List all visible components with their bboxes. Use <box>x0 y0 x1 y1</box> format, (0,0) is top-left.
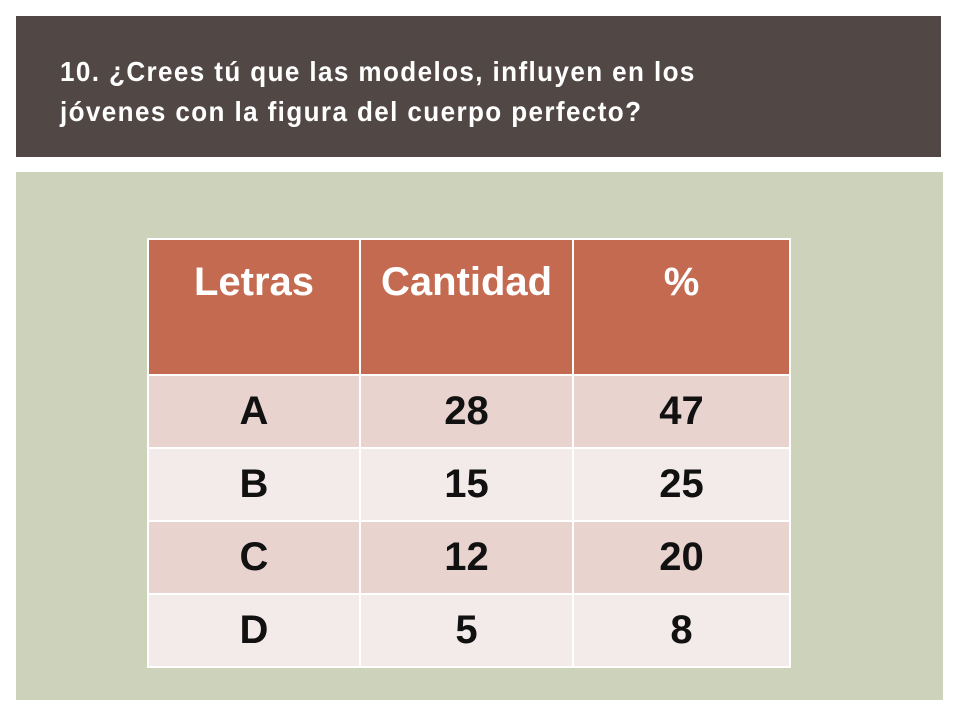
header-cantidad: Cantidad <box>359 238 574 376</box>
header-letras: Letras <box>147 238 361 376</box>
cell-cantidad: 15 <box>359 447 574 522</box>
table-row: A 28 47 <box>147 374 791 449</box>
header-percent: % <box>572 238 791 376</box>
table-row: C 12 20 <box>147 520 791 595</box>
cell-percent: 25 <box>572 447 791 522</box>
data-table: Letras Cantidad % A 28 47 B 15 25 C 12 2… <box>147 238 791 668</box>
cell-cantidad: 28 <box>359 374 574 449</box>
cell-letra: D <box>147 593 361 668</box>
table-row: B 15 25 <box>147 447 791 522</box>
table-row: D 5 8 <box>147 593 791 668</box>
cell-cantidad: 5 <box>359 593 574 668</box>
slide-title: 10. ¿Crees tú que las modelos, influyen … <box>60 52 842 132</box>
cell-letra: A <box>147 374 361 449</box>
cell-letra: C <box>147 520 361 595</box>
title-bar: 10. ¿Crees tú que las modelos, influyen … <box>16 16 941 157</box>
cell-percent: 8 <box>572 593 791 668</box>
cell-letra: B <box>147 447 361 522</box>
slide-title-text: 10. ¿Crees tú que las modelos, influyen … <box>60 56 696 127</box>
cell-percent: 47 <box>572 374 791 449</box>
table-header-row: Letras Cantidad % <box>147 238 791 376</box>
cell-cantidad: 12 <box>359 520 574 595</box>
cell-percent: 20 <box>572 520 791 595</box>
